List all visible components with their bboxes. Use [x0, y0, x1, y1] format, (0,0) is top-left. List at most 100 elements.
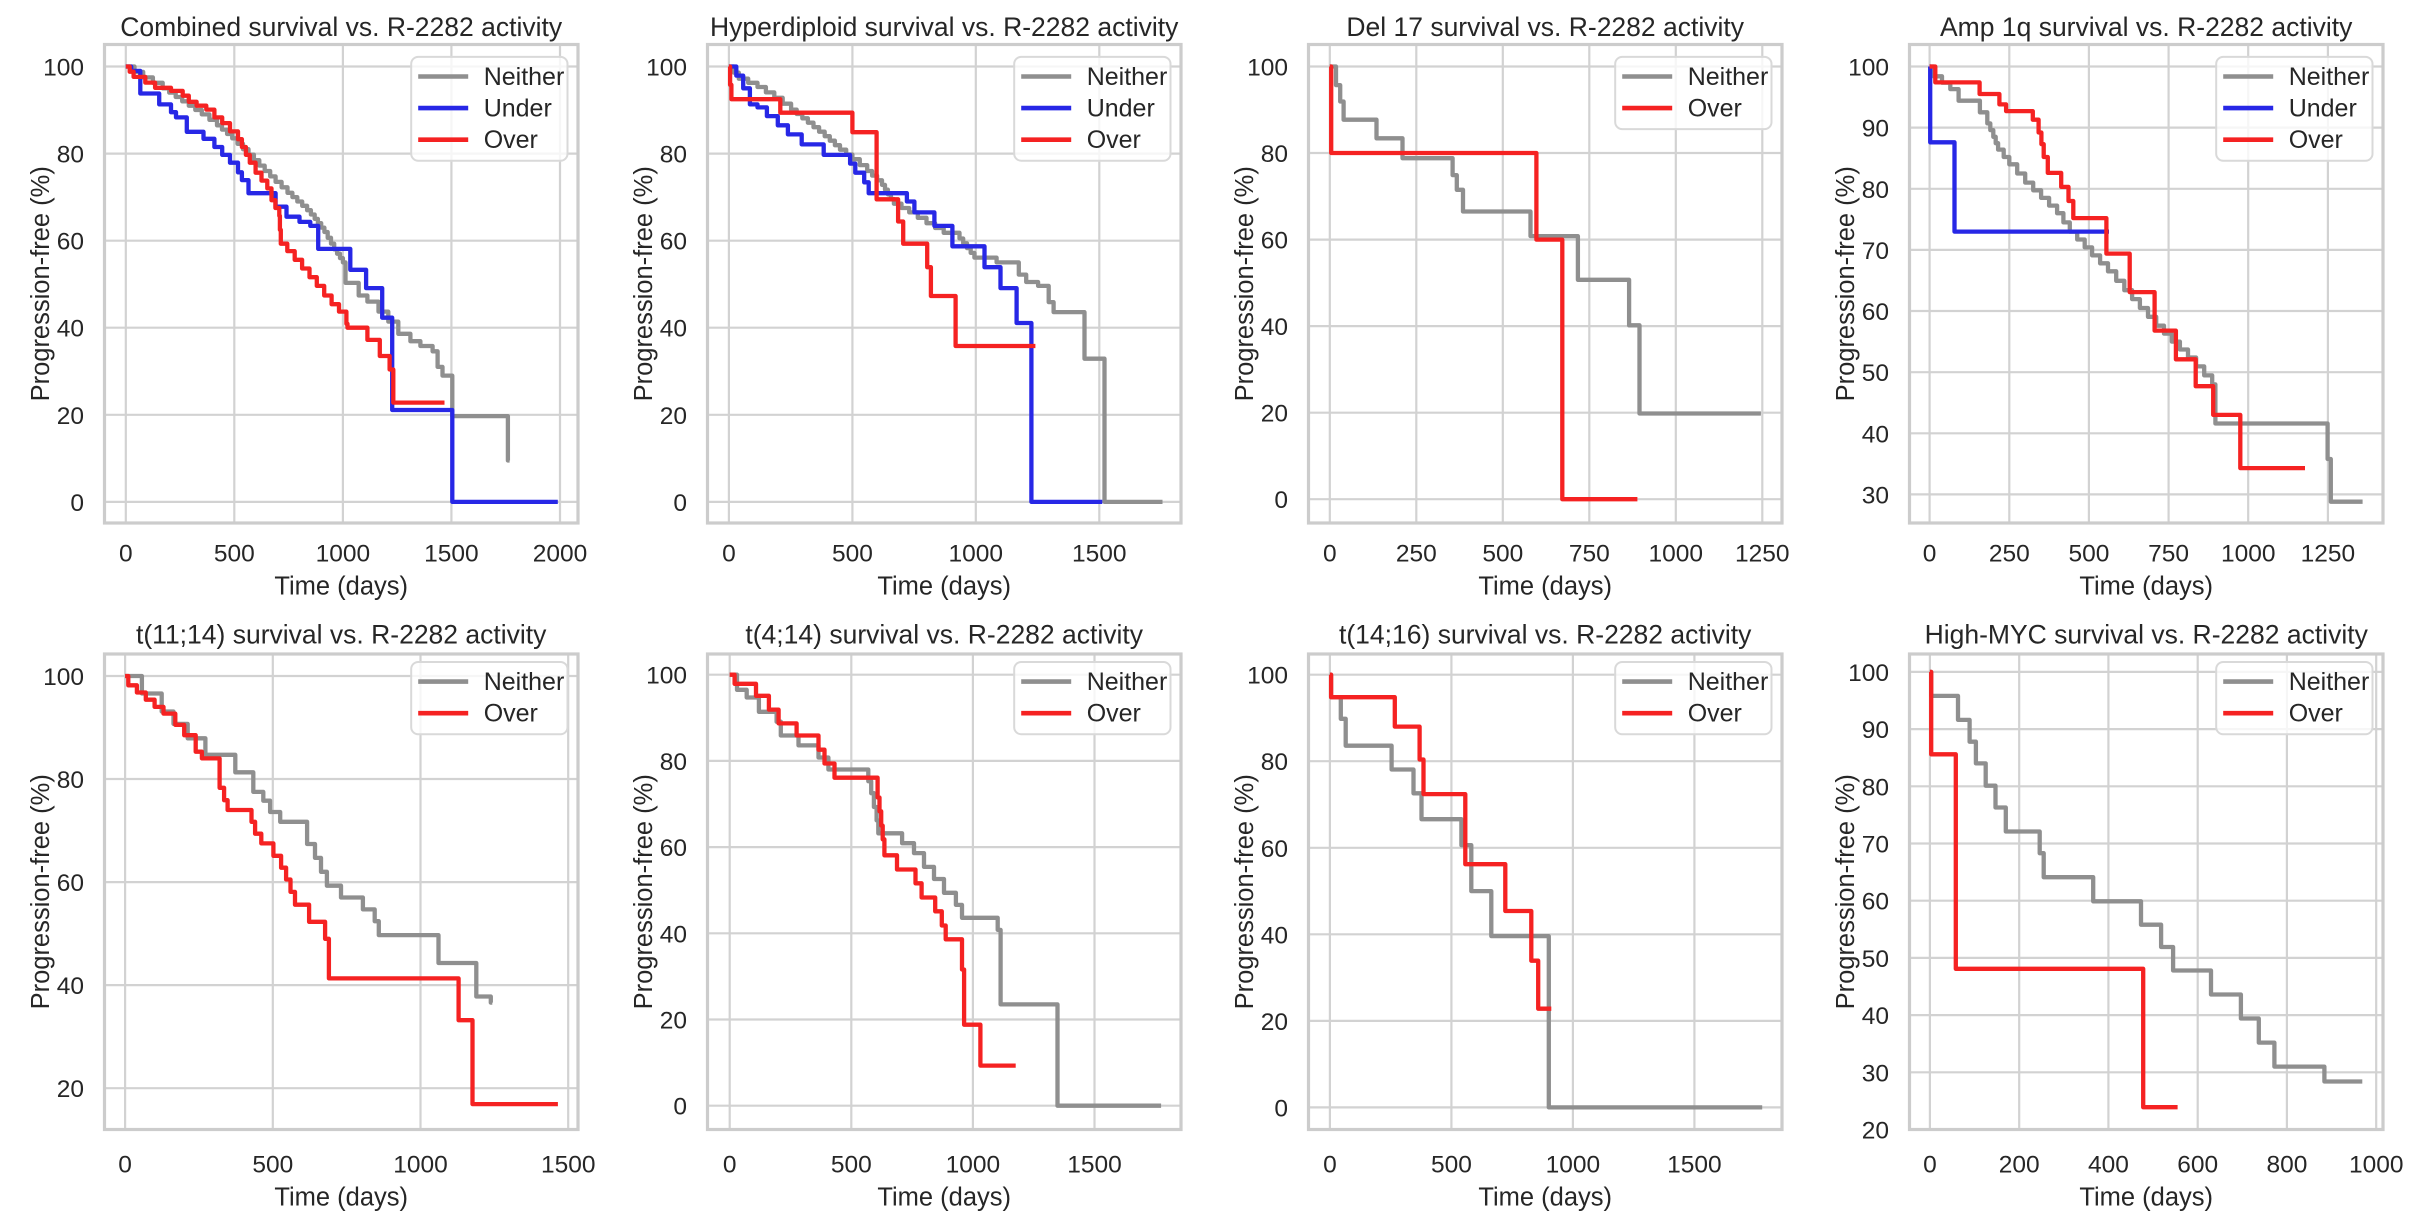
svg-text:80: 80: [1862, 177, 1889, 204]
svg-text:80: 80: [1261, 141, 1288, 168]
svg-text:200: 200: [1999, 1151, 2040, 1178]
svg-text:Amp 1q survival vs. R-2282 act: Amp 1q survival vs. R-2282 activity: [1940, 12, 2353, 42]
svg-text:1000: 1000: [949, 540, 1004, 567]
svg-text:60: 60: [660, 229, 687, 256]
svg-text:Time (days): Time (days): [1478, 1183, 1612, 1211]
svg-text:40: 40: [1862, 1003, 1889, 1030]
svg-text:20: 20: [660, 1008, 687, 1035]
svg-text:Over: Over: [1087, 126, 1141, 154]
svg-text:40: 40: [1862, 421, 1889, 448]
svg-text:0: 0: [1274, 487, 1288, 514]
svg-text:1500: 1500: [1667, 1151, 1722, 1178]
svg-text:Time (days): Time (days): [274, 573, 408, 601]
svg-text:100: 100: [43, 55, 84, 82]
svg-text:1000: 1000: [2349, 1151, 2404, 1178]
svg-text:0: 0: [1923, 1151, 1937, 1178]
svg-text:500: 500: [831, 1151, 872, 1178]
svg-text:0: 0: [1323, 540, 1337, 567]
svg-text:Progression-free (%): Progression-free (%): [27, 166, 55, 401]
svg-text:20: 20: [660, 403, 687, 430]
svg-text:70: 70: [1862, 832, 1889, 859]
svg-text:Neither: Neither: [484, 63, 565, 91]
svg-text:1500: 1500: [1067, 1151, 1122, 1178]
svg-text:100: 100: [1247, 663, 1288, 690]
svg-text:Progression-free (%): Progression-free (%): [1832, 166, 1860, 401]
svg-text:50: 50: [1862, 360, 1889, 387]
svg-text:20: 20: [1261, 1009, 1288, 1036]
svg-text:60: 60: [1862, 889, 1889, 916]
svg-text:2000: 2000: [533, 540, 588, 567]
svg-text:800: 800: [2266, 1151, 2307, 1178]
svg-text:0: 0: [1323, 1151, 1337, 1178]
svg-text:80: 80: [660, 749, 687, 776]
svg-text:400: 400: [2088, 1151, 2129, 1178]
svg-text:100: 100: [1848, 55, 1889, 82]
svg-text:Time (days): Time (days): [2079, 1183, 2213, 1211]
svg-text:40: 40: [57, 973, 84, 1000]
svg-text:100: 100: [646, 663, 687, 690]
svg-text:Neither: Neither: [484, 668, 565, 696]
svg-text:0: 0: [1274, 1095, 1288, 1122]
svg-text:Progression-free (%): Progression-free (%): [1231, 774, 1259, 1009]
svg-text:Time (days): Time (days): [1478, 573, 1612, 601]
svg-text:Combined survival vs. R-2282 a: Combined survival vs. R-2282 activity: [120, 12, 563, 42]
svg-text:20: 20: [1261, 401, 1288, 428]
svg-text:0: 0: [673, 490, 687, 517]
svg-text:600: 600: [2177, 1151, 2218, 1178]
svg-text:20: 20: [57, 1076, 84, 1103]
svg-text:Over: Over: [1087, 700, 1141, 728]
svg-text:High-MYC survival vs. R-2282 a: High-MYC survival vs. R-2282 activity: [1925, 620, 2369, 650]
svg-text:Progression-free (%): Progression-free (%): [27, 774, 55, 1009]
svg-text:80: 80: [660, 142, 687, 169]
svg-text:80: 80: [1261, 749, 1288, 776]
svg-text:0: 0: [673, 1094, 687, 1121]
svg-text:1000: 1000: [393, 1151, 448, 1178]
svg-text:90: 90: [1862, 116, 1889, 143]
svg-text:0: 0: [70, 490, 84, 517]
svg-text:1000: 1000: [316, 540, 371, 567]
svg-text:1250: 1250: [2301, 540, 2356, 567]
svg-text:Over: Over: [484, 126, 538, 154]
svg-text:Hyperdiploid survival vs. R-22: Hyperdiploid survival vs. R-2282 activit…: [710, 12, 1179, 42]
svg-text:Time (days): Time (days): [274, 1183, 408, 1211]
svg-text:750: 750: [2148, 540, 2189, 567]
svg-text:500: 500: [1482, 540, 1523, 567]
svg-text:80: 80: [57, 142, 84, 169]
svg-text:1500: 1500: [541, 1151, 596, 1178]
svg-text:1250: 1250: [1735, 540, 1790, 567]
svg-text:0: 0: [722, 540, 736, 567]
svg-text:250: 250: [1396, 540, 1437, 567]
svg-text:20: 20: [1862, 1118, 1889, 1145]
svg-text:60: 60: [57, 870, 84, 897]
svg-text:60: 60: [1261, 836, 1288, 863]
svg-text:40: 40: [57, 316, 84, 343]
svg-text:t(4;14) survival vs. R-2282 ac: t(4;14) survival vs. R-2282 activity: [745, 620, 1143, 650]
svg-text:0: 0: [118, 1151, 132, 1178]
svg-text:Neither: Neither: [2289, 63, 2370, 91]
svg-text:0: 0: [119, 540, 133, 567]
svg-text:1500: 1500: [1072, 540, 1127, 567]
svg-text:500: 500: [832, 540, 873, 567]
svg-text:Under: Under: [484, 95, 552, 123]
svg-text:Over: Over: [1688, 700, 1742, 728]
svg-text:60: 60: [1862, 299, 1889, 326]
svg-text:Time (days): Time (days): [2079, 573, 2213, 601]
svg-text:1500: 1500: [424, 540, 479, 567]
svg-text:Neither: Neither: [1688, 63, 1769, 91]
svg-text:500: 500: [2068, 540, 2109, 567]
svg-text:Over: Over: [2289, 700, 2343, 728]
svg-text:Time (days): Time (days): [877, 573, 1011, 601]
svg-text:500: 500: [1431, 1151, 1472, 1178]
svg-text:100: 100: [646, 55, 687, 82]
svg-text:Neither: Neither: [1087, 668, 1168, 696]
svg-text:Over: Over: [2289, 126, 2343, 154]
svg-text:Del 17 survival vs. R-2282 act: Del 17 survival vs. R-2282 activity: [1346, 12, 1744, 42]
svg-text:Under: Under: [1087, 95, 1155, 123]
svg-text:750: 750: [1569, 540, 1610, 567]
svg-text:500: 500: [252, 1151, 293, 1178]
svg-text:Over: Over: [1688, 95, 1742, 123]
svg-text:Time (days): Time (days): [877, 1183, 1011, 1211]
svg-text:50: 50: [1862, 946, 1889, 973]
svg-text:Progression-free (%): Progression-free (%): [1231, 166, 1259, 401]
svg-text:20: 20: [57, 403, 84, 430]
